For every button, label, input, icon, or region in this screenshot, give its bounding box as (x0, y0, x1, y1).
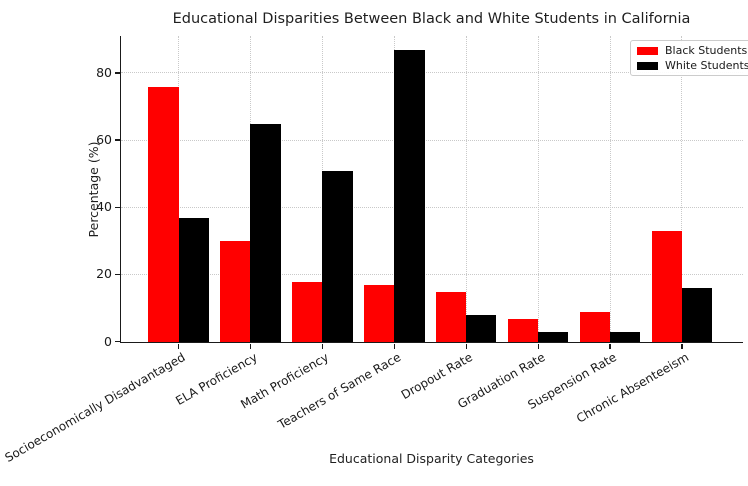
bar-black-students-math-proficiency (292, 281, 323, 342)
bar-white-students-teachers-of-same-race (394, 49, 425, 342)
x-tick-mark-chronic-absenteeism (681, 343, 683, 349)
x-tick-mark-dropout-rate (465, 343, 467, 349)
bar-white-students-math-proficiency (322, 170, 353, 342)
bar-white-students-graduation-rate (538, 331, 569, 342)
x-tick-label-teachers-of-same-race: Teachers of Same Race (275, 350, 404, 432)
bar-black-students-dropout-rate (436, 291, 467, 342)
legend-swatch-white-students (637, 61, 658, 70)
y-gridline-80 (121, 72, 743, 74)
y-tick-mark-60 (114, 139, 120, 141)
y-tick-mark-20 (114, 273, 120, 276)
bar-black-students-ela-proficiency (220, 241, 251, 342)
bar-white-students-chronic-absenteeism (682, 288, 713, 342)
x-tick-mark-socioeconomically-disadvantaged (177, 343, 180, 349)
y-tick-label-40: 40 (96, 199, 112, 215)
bar-white-students-socioeconomically-disadvantaged (178, 217, 209, 342)
x-gridline-chronic-absenteeism (681, 36, 683, 342)
y-tick-mark-40 (114, 206, 120, 208)
x-tick-mark-teachers-of-same-race (393, 343, 396, 349)
x-tick-mark-math-proficiency (321, 343, 324, 349)
x-gridline-dropout-rate (465, 36, 467, 342)
bar-white-students-ela-proficiency (250, 123, 281, 342)
bar-black-students-teachers-of-same-race (364, 284, 395, 342)
y-axis-label: Percentage (%) (86, 141, 101, 238)
x-tick-mark-suspension-rate (609, 343, 611, 349)
y-gridline-60 (121, 139, 743, 141)
x-axis-label: Educational Disparity Categories (329, 451, 534, 466)
y-gridline-20 (121, 273, 743, 275)
bar-black-students-chronic-absenteeism (651, 231, 683, 342)
bar-white-students-dropout-rate (466, 315, 497, 342)
bar-black-students-socioeconomically-disadvantaged (148, 86, 179, 342)
x-tick-label-socioeconomically-disadvantaged: Socioeconomically Disadvantaged (2, 350, 188, 465)
x-gridline-ela-proficiency (249, 36, 251, 342)
y-tick-label-80: 80 (96, 64, 112, 80)
chart-title: Educational Disparities Between Black an… (172, 11, 691, 27)
y-tick-label-0: 0 (104, 333, 112, 349)
x-gridline-graduation-rate (537, 36, 539, 342)
y-gridline-40 (121, 206, 743, 208)
x-gridline-teachers-of-same-race (393, 36, 395, 342)
x-gridline-math-proficiency (321, 36, 323, 342)
x-tick-mark-graduation-rate (537, 343, 539, 349)
y-tick-mark-0 (114, 340, 120, 343)
legend: Black Students White Students (630, 40, 748, 76)
y-tick-mark-80 (114, 72, 120, 74)
plot-area: 0 20 40 60 80 Socioeconomically Disadvantaged… (2, 36, 743, 465)
y-tick-label-60: 60 (96, 132, 112, 148)
x-tick-mark-ela-proficiency (249, 343, 252, 349)
bar-black-students-graduation-rate (507, 318, 539, 342)
legend-swatch-black-students (637, 46, 658, 55)
legend-item-white-students: White Students (637, 60, 748, 71)
legend-label-white-students: White Students (665, 59, 748, 72)
legend-label-black-students: Black Students (665, 44, 748, 57)
y-tick-label-20: 20 (96, 266, 112, 282)
bar-black-students-suspension-rate (579, 311, 611, 342)
x-gridline-suspension-rate (609, 36, 611, 342)
bar-white-students-suspension-rate (610, 331, 641, 342)
legend-item-black-students: Black Students (637, 45, 748, 56)
